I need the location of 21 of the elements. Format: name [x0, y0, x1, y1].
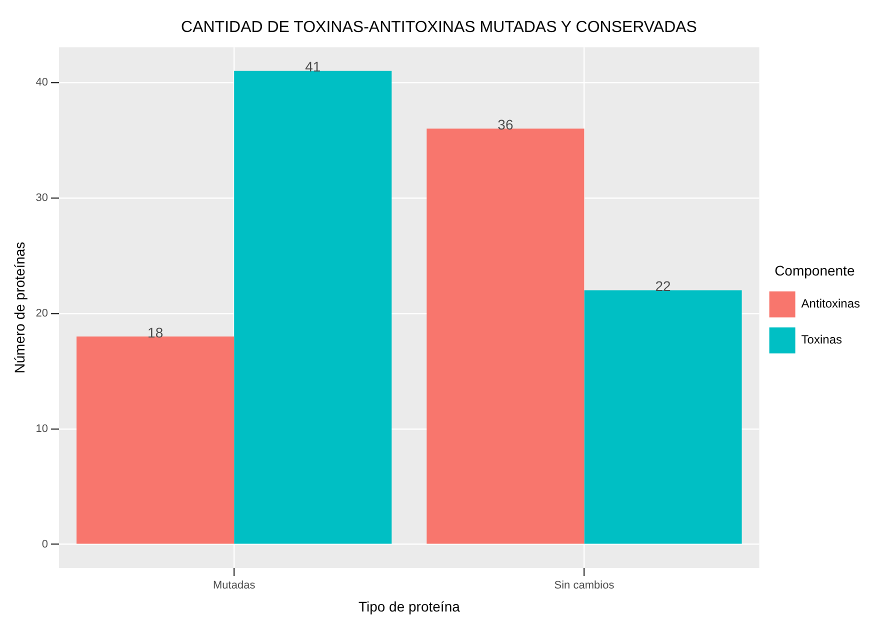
data-label: 18 — [148, 324, 164, 340]
y-tick-label: 20 — [36, 307, 48, 320]
bar — [76, 336, 234, 544]
x-axis-title: Tipo de proteína — [358, 598, 460, 614]
data-label: 36 — [498, 116, 514, 132]
chart-title: CANTIDAD DE TOXINAS-ANTITOXINAS MUTADAS Y CONSERVADAS — [181, 19, 697, 36]
bar — [584, 290, 742, 544]
y-tick-label: 0 — [42, 538, 48, 550]
x-tick-label: Mutadas — [213, 580, 256, 592]
y-tick-label: 10 — [36, 422, 48, 435]
legend-label: Toxinas — [801, 332, 842, 347]
y-axis-title: Número de proteínas — [11, 242, 28, 374]
data-label: 41 — [305, 58, 321, 75]
data-label: 22 — [655, 278, 672, 294]
legend-title: Componente — [774, 262, 855, 278]
y-tick-label: 40 — [36, 76, 48, 88]
bar — [426, 128, 584, 544]
y-tick-label: 30 — [36, 192, 48, 204]
bar — [234, 70, 392, 544]
legend-label: Antitoxinas — [801, 296, 860, 311]
x-tick-label: Sin cambios — [554, 580, 615, 592]
